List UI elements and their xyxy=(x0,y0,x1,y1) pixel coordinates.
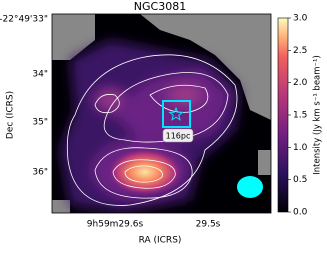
colorbar xyxy=(277,17,289,213)
colorbar-tick-label: 1.0 xyxy=(293,143,308,153)
colorbar-tick-label: 2.0 xyxy=(293,78,308,88)
x-axis-label: RA (ICRS) xyxy=(139,236,182,246)
y-tick-label: 34" xyxy=(32,70,48,80)
colorbar-tick-label: 2.5 xyxy=(293,46,307,56)
colorbar-tick-label: 3.0 xyxy=(293,14,308,24)
y-tick-label: 35" xyxy=(32,118,48,128)
x-tick-label: 29.5s xyxy=(196,220,221,230)
y-axis-label: Dec (ICRS) xyxy=(6,91,16,139)
colorbar-tick-label: 1.5 xyxy=(293,111,307,121)
chart-title: NGC3081 xyxy=(134,0,186,13)
colorbar-tick-label: 0.5 xyxy=(293,175,307,185)
y-tick-label: 36" xyxy=(32,168,48,178)
intensity-map xyxy=(52,14,271,213)
x-tick-label: 9h59m29.6s xyxy=(87,220,144,230)
y-tick-label: -22°49'33" xyxy=(0,15,48,25)
colorbar-label: Intensity (Jy km s⁻¹ beam⁻¹) xyxy=(313,55,323,175)
colorbar-tick-label: 0.0 xyxy=(293,208,308,218)
annotation: 116pc xyxy=(166,132,191,141)
